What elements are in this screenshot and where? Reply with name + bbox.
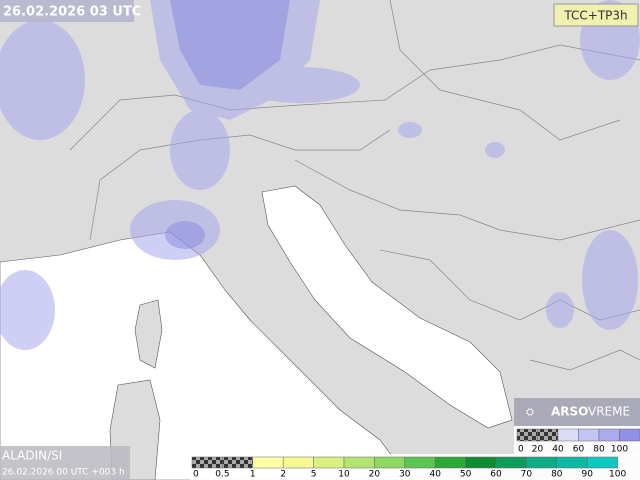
legend-swatch <box>191 456 223 469</box>
legend-swatch <box>516 428 538 442</box>
legend-label: 1 <box>250 470 256 480</box>
legend-label: 70 <box>521 470 533 480</box>
legend-swatch <box>313 456 345 469</box>
legend-swatch <box>598 428 620 442</box>
legend-label: 2 <box>280 470 286 480</box>
time-box <box>0 0 134 22</box>
product: TCC+TP3h <box>563 9 627 23</box>
legend-label: 40 <box>552 445 564 455</box>
logo-section: VREME <box>588 405 630 419</box>
legend-label: 60 <box>490 470 502 480</box>
logo-icon: ⛭ <box>526 407 534 418</box>
legend-swatch <box>222 456 254 469</box>
legend-swatch <box>495 456 527 469</box>
legend-label: 100 <box>611 445 628 455</box>
legend-label: 5 <box>311 470 317 480</box>
legend-swatch <box>465 456 497 469</box>
cloud-cover-dense <box>165 0 290 249</box>
legend-label: 20 <box>532 445 544 455</box>
legend-swatch <box>557 428 579 442</box>
legend-label: 60 <box>573 445 585 455</box>
sea <box>0 185 513 480</box>
model: ALADIN/SI <box>2 449 62 463</box>
legend-swatch <box>619 428 640 442</box>
legend-swatch <box>586 456 618 469</box>
legend-label: 90 <box>581 470 593 480</box>
legend-label: 10 <box>338 470 350 480</box>
legend-label: 100 <box>609 470 626 480</box>
legend-swatch <box>282 456 314 469</box>
legend-swatch <box>434 456 466 469</box>
legend-label: 50 <box>460 470 472 480</box>
legend-label: 80 <box>593 445 605 455</box>
valid-time: 26.02.2026 03 UTC <box>3 5 141 20</box>
legend-swatch <box>556 456 588 469</box>
legend-label: 0 <box>518 445 524 455</box>
legend-swatch <box>537 428 559 442</box>
legend-label: 80 <box>551 470 563 480</box>
footer-box <box>0 446 130 480</box>
legend-swatch <box>343 456 375 469</box>
run: 26.02.2026 00 UTC +003 h <box>2 468 125 478</box>
logo-brand: ARSO <box>551 405 588 419</box>
legend-swatch <box>374 456 406 469</box>
legend-label: 20 <box>369 470 381 480</box>
legend-swatch <box>578 428 600 442</box>
legend-label: 40 <box>429 470 441 480</box>
legend-swatch <box>404 456 436 469</box>
precip-legend: 0 0.5 1 2 5 10 20 30 40 50 60 70 80 90 100 <box>191 456 626 480</box>
legend-label: 0 <box>193 470 199 480</box>
product-box <box>553 3 639 27</box>
cloud-legend: 0 20 40 60 80 100 <box>516 428 640 455</box>
legend-swatch <box>526 456 558 469</box>
legend-swatch <box>252 456 284 469</box>
legend-label: 0.5 <box>215 470 229 480</box>
legend-label: 30 <box>399 470 411 480</box>
logo-box <box>514 398 640 426</box>
